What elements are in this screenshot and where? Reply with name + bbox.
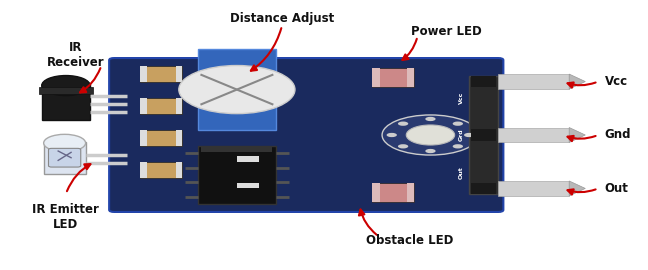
Circle shape [387, 133, 397, 137]
Circle shape [453, 122, 463, 126]
FancyBboxPatch shape [140, 162, 182, 178]
FancyBboxPatch shape [237, 156, 259, 188]
FancyBboxPatch shape [176, 162, 182, 178]
FancyBboxPatch shape [202, 147, 272, 152]
FancyBboxPatch shape [140, 66, 182, 82]
FancyBboxPatch shape [237, 76, 259, 108]
FancyBboxPatch shape [176, 130, 182, 146]
FancyBboxPatch shape [237, 76, 259, 82]
Circle shape [382, 115, 479, 155]
Circle shape [453, 144, 463, 148]
Ellipse shape [41, 76, 90, 96]
FancyBboxPatch shape [406, 68, 414, 87]
FancyBboxPatch shape [237, 103, 259, 108]
Circle shape [464, 133, 474, 137]
FancyBboxPatch shape [471, 183, 496, 194]
Circle shape [406, 125, 455, 145]
FancyBboxPatch shape [41, 84, 90, 120]
FancyBboxPatch shape [237, 156, 259, 162]
FancyBboxPatch shape [471, 76, 496, 87]
Circle shape [398, 122, 408, 126]
FancyBboxPatch shape [176, 97, 182, 114]
Circle shape [425, 117, 435, 121]
FancyBboxPatch shape [498, 181, 569, 196]
FancyBboxPatch shape [498, 127, 569, 143]
Text: IR
Receiver: IR Receiver [47, 42, 104, 69]
FancyBboxPatch shape [237, 183, 259, 188]
Text: Power LED: Power LED [411, 25, 482, 38]
Circle shape [425, 149, 435, 153]
FancyBboxPatch shape [373, 68, 414, 87]
FancyBboxPatch shape [140, 97, 146, 114]
FancyBboxPatch shape [471, 129, 496, 141]
Text: Grd: Grd [459, 129, 464, 141]
Text: IR Emitter
LED: IR Emitter LED [32, 203, 99, 231]
Ellipse shape [43, 134, 86, 152]
FancyBboxPatch shape [373, 183, 380, 202]
FancyBboxPatch shape [373, 68, 380, 87]
Text: Out: Out [459, 166, 464, 179]
FancyBboxPatch shape [406, 183, 414, 202]
FancyBboxPatch shape [43, 142, 86, 174]
Text: Distance Adjust: Distance Adjust [230, 12, 334, 25]
FancyBboxPatch shape [198, 146, 275, 204]
FancyBboxPatch shape [498, 74, 569, 89]
Text: Gnd: Gnd [605, 129, 631, 141]
FancyBboxPatch shape [140, 130, 146, 146]
FancyBboxPatch shape [198, 49, 275, 130]
FancyBboxPatch shape [49, 148, 81, 167]
Circle shape [398, 144, 408, 148]
FancyBboxPatch shape [140, 66, 146, 82]
FancyBboxPatch shape [140, 97, 182, 114]
FancyBboxPatch shape [176, 66, 182, 82]
FancyBboxPatch shape [140, 162, 146, 178]
FancyBboxPatch shape [109, 58, 503, 212]
Text: Out: Out [605, 182, 629, 195]
FancyBboxPatch shape [140, 130, 182, 146]
FancyBboxPatch shape [469, 76, 498, 194]
Text: Obstacle LED: Obstacle LED [366, 234, 454, 247]
FancyBboxPatch shape [373, 183, 414, 202]
Text: Vcc: Vcc [605, 75, 628, 88]
Polygon shape [569, 181, 585, 196]
FancyBboxPatch shape [39, 87, 93, 94]
Circle shape [179, 66, 295, 114]
Polygon shape [569, 127, 585, 143]
Text: Vcc: Vcc [459, 91, 464, 104]
Polygon shape [569, 74, 585, 89]
